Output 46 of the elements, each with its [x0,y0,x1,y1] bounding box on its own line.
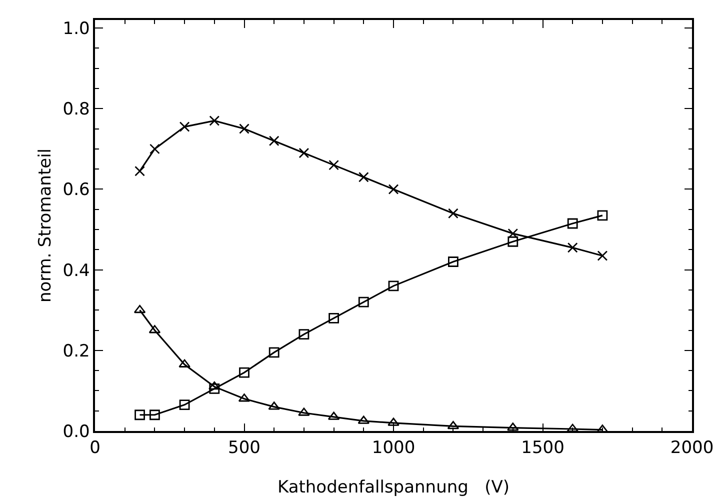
point [209,116,220,126]
point [239,367,250,378]
y-tick-label: 0.2 [62,341,90,362]
x-axis-title: Kathodenfallspannung (V) [277,478,510,498]
y-tick-label: 0.8 [62,100,90,120]
point [328,160,339,170]
point [209,383,220,394]
point [567,242,578,253]
point [358,296,369,308]
x-tick-label: 500 [228,438,260,458]
y-tick-label: 0.0 [62,422,90,442]
point [597,210,608,221]
point [448,208,458,219]
point [298,329,310,340]
point [567,218,578,229]
x-tick-label: 1000 [372,438,416,458]
point [239,124,250,134]
point [328,312,339,324]
point [298,408,310,416]
x-tick-label: 1500 [521,438,564,458]
point [508,236,518,247]
point [134,166,145,176]
y-axis-title: norm. Stromanteil [36,148,56,303]
x-tick-label: 2000 [670,438,714,458]
point [179,122,190,132]
point [268,136,280,146]
point [448,256,458,267]
y-tick-label: 0.4 [62,260,90,281]
point [388,184,399,194]
point [134,410,145,420]
point [597,250,608,261]
point [134,304,146,314]
point [388,280,399,292]
x-tick-label: 0 [90,438,100,458]
point [208,381,220,390]
y-tick-label: 1.0 [62,19,90,40]
point [150,410,160,420]
point [268,347,280,358]
point [268,402,280,410]
y-tick-label: 0.6 [62,180,90,200]
point [358,172,369,182]
point [178,359,190,368]
point [507,422,519,431]
point [447,420,460,430]
point [388,418,400,426]
point [179,400,190,410]
